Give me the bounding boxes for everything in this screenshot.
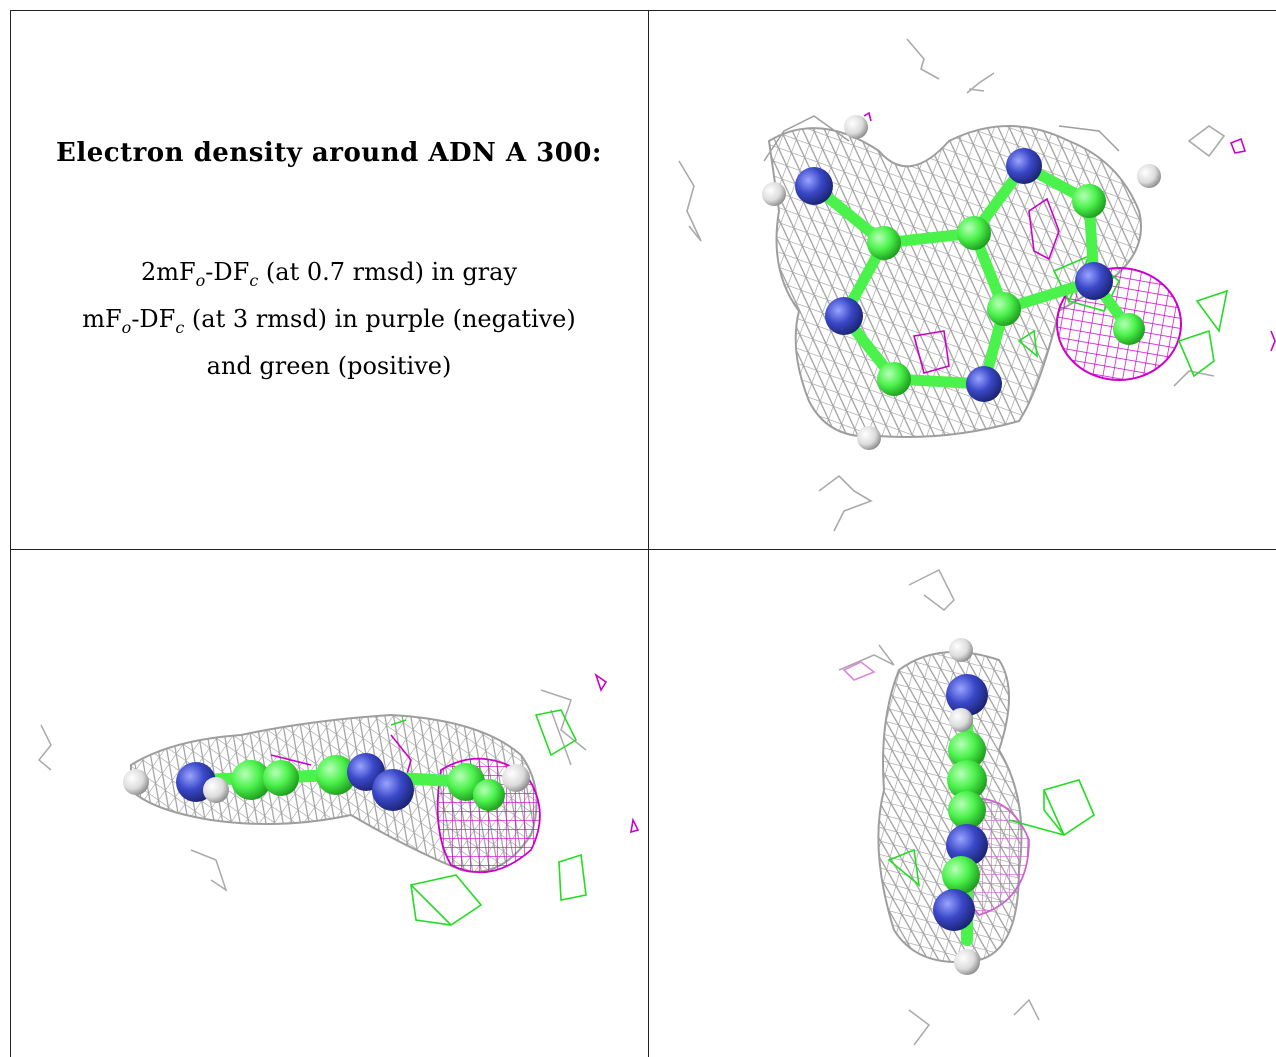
grid-line-top [10,10,1276,11]
legend-line-3: and green (positive) [206,351,452,380]
figure-title: Electron density around ADN A 300: [56,138,602,168]
view-end [649,550,1276,1057]
legend-line-2: mFo-DFc (at 3 rmsd) in purple (negative) [82,304,576,337]
density-view-side [37,672,640,926]
density-view-top [678,38,1276,532]
grid-line-left [10,10,11,1057]
density-view-end [838,568,1095,1046]
legend-line-1: 2mFo-DFc (at 0.7 rmsd) in gray [140,258,518,290]
grid-line-middle [10,549,1276,550]
map-legend: 2mFo-DFc (at 0.7 rmsd) in gray mFo-DFc (… [10,253,648,386]
view-top [649,11,1276,549]
figure-grid: Electron density around ADN A 300: 2mFo-… [10,10,1276,1057]
view-side [11,550,648,1057]
caption-panel: Electron density around ADN A 300: 2mFo-… [10,10,648,549]
grid-line-center [648,10,649,1057]
